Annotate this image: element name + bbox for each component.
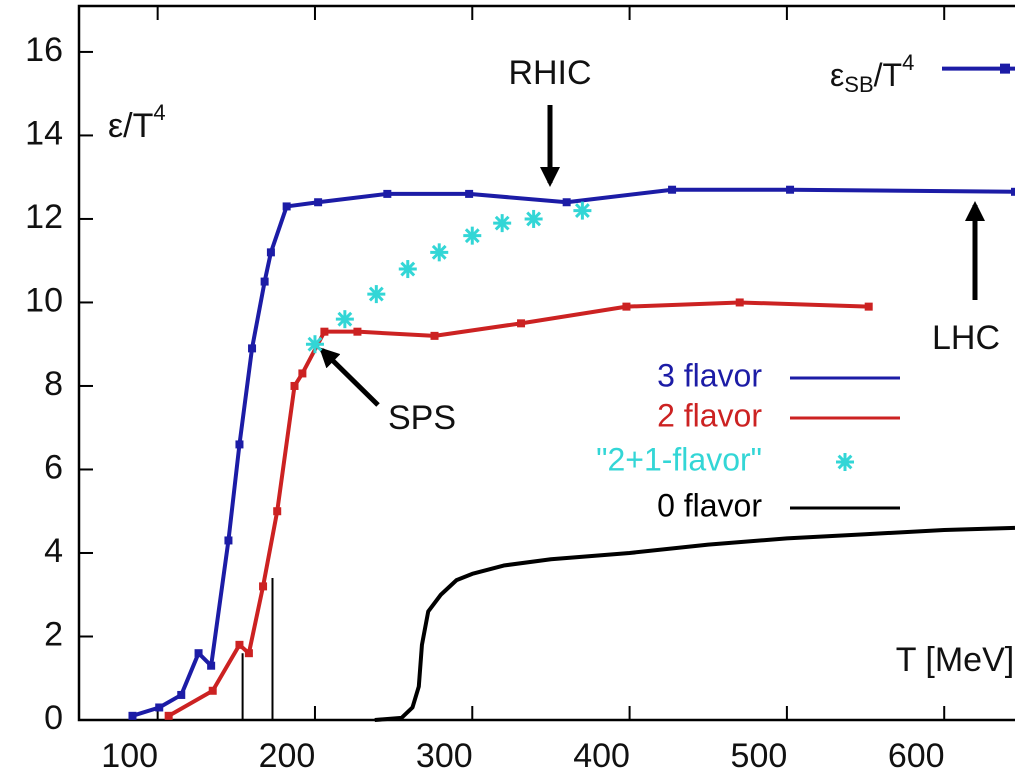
y-tick-label: 12 [25,198,63,236]
point-marker [668,185,677,194]
point-marker [155,703,164,712]
point-marker [786,185,795,194]
y-tick-label: 4 [44,532,63,570]
star-marker [463,226,482,245]
x-tick-label: 400 [573,737,630,775]
y-tick-label: 14 [25,114,63,152]
point-marker [235,440,244,449]
legend-label: "2+1-flavor" [596,441,762,477]
x-tick-label: 200 [259,737,316,775]
star-marker [430,243,449,262]
y-tick-label: 0 [44,699,63,737]
point-marker [248,344,257,353]
point-marker [273,507,282,516]
point-marker [383,189,392,198]
series-line [131,187,1015,718]
star-marker [305,335,324,354]
x-axis-label: T [MeV] [896,641,1014,679]
star-stroke [337,311,353,327]
point-marker [207,661,216,670]
point-marker [177,690,186,699]
point-marker [562,198,571,207]
sps-arrow [319,347,380,407]
x-tick-label: 300 [416,737,473,775]
star-stroke [837,454,853,470]
star-stroke [494,215,510,231]
point-marker [465,189,474,198]
star-marker [367,285,386,304]
legend-label: 0 flavor [657,487,762,523]
sb-marker [1000,63,1010,74]
point-marker [282,202,291,211]
y-tick-label: 16 [25,31,63,69]
star-stroke [431,244,447,260]
star-stroke [574,203,590,219]
point-marker [208,686,217,695]
point-marker [194,649,203,658]
x-tick-label: 600 [888,737,945,775]
y-tick-label: 6 [44,448,63,486]
point-marker [320,327,329,336]
point-marker [298,369,307,378]
point-marker [622,302,631,311]
point-marker [260,277,269,286]
lhc-label: LHC [932,319,1000,357]
x-tick-label: 100 [101,737,158,775]
y-tick-label: 8 [44,365,63,403]
point-marker [244,649,253,658]
star-marker [524,209,543,228]
legend-label: 3 flavor [657,357,762,393]
star-marker [493,214,512,233]
sps-label: SPS [388,399,456,437]
star-stroke [307,336,323,352]
rhic-label: RHIC [508,54,591,92]
point-marker [128,711,137,720]
star-marker [398,260,417,279]
star-stroke [526,211,542,227]
star-stroke [368,286,384,302]
star-stroke [464,228,480,244]
point-marker [353,327,362,336]
point-marker [164,711,173,720]
point-marker [430,331,439,340]
y-axis-label: ε/T4 [108,100,166,145]
x-tick-label: 500 [731,737,788,775]
point-marker [864,302,873,311]
point-marker [517,319,526,328]
star-marker [335,310,354,329]
point-marker [1011,187,1015,196]
series-line [374,525,1015,722]
legend-swatch [836,453,854,471]
point-marker [259,582,268,591]
point-marker [290,381,299,390]
point-marker [735,298,744,307]
plot-frame [77,4,1015,722]
legend-label: 2 flavor [657,397,762,433]
point-marker [224,536,233,545]
point-marker [314,198,323,207]
sb-label: εSB/T4 [830,50,914,97]
point-marker [235,640,244,649]
y-tick-label: 10 [25,281,63,319]
y-tick-label: 2 [44,615,63,653]
star-marker [573,201,592,220]
point-marker [266,248,275,257]
star-stroke [400,261,416,277]
